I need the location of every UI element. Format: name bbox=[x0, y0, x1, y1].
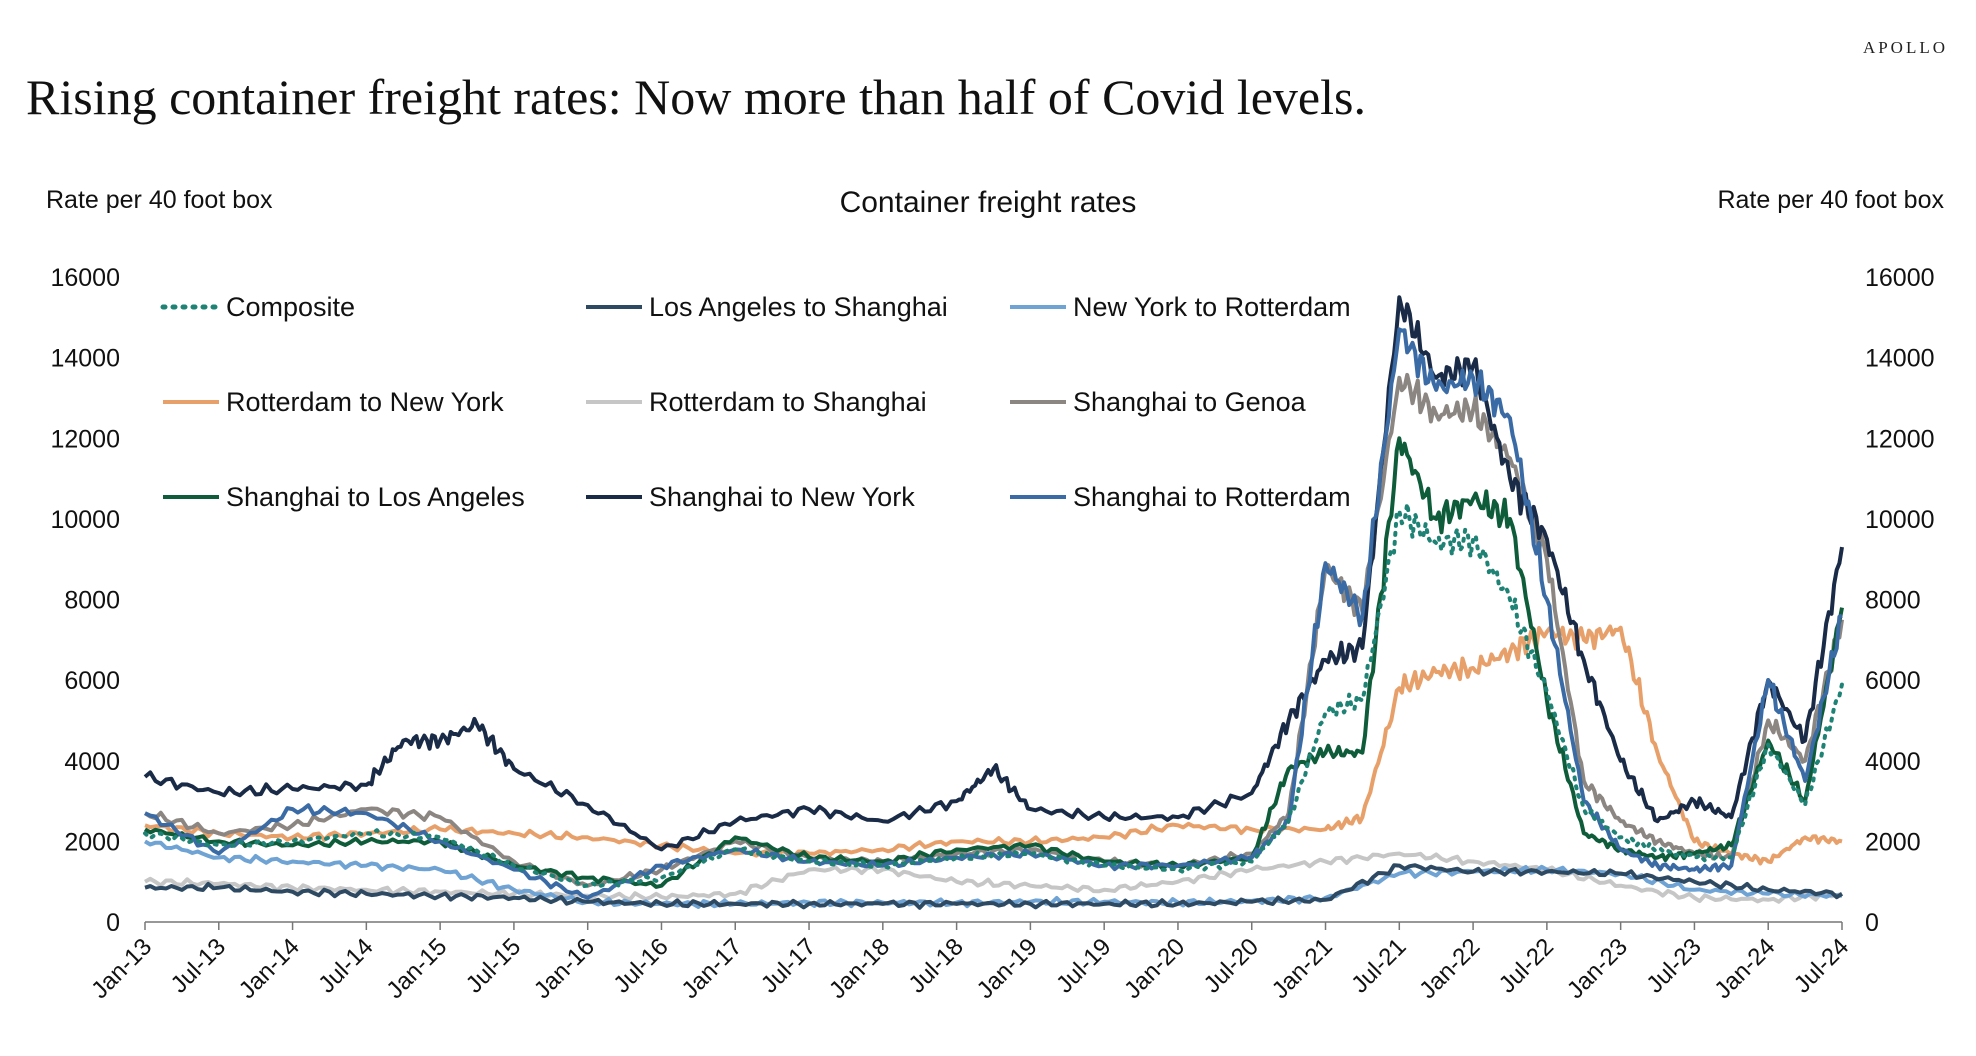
legend-label: Rotterdam to New York bbox=[226, 387, 504, 417]
series-line-shanghai-to-new-york bbox=[143, 295, 1844, 852]
x-tick-label: Jul-17 bbox=[756, 933, 821, 998]
page-title: Rising container freight rates: Now more… bbox=[26, 69, 1366, 125]
series-line-shanghai-to-genoa bbox=[143, 372, 1844, 888]
x-tick-label: Jul-16 bbox=[608, 933, 673, 998]
series-line-rotterdam-to-new-york bbox=[144, 624, 1843, 866]
legend: Composite Los Angeles to Shanghai New York… bbox=[160, 292, 1351, 512]
y-tick-label-right: 16000 bbox=[1865, 264, 1935, 292]
y-tick-label-right: 0 bbox=[1865, 909, 1879, 937]
y-tick-label-right: 6000 bbox=[1865, 667, 1921, 695]
x-tick-label: Jan-20 bbox=[1119, 933, 1190, 1004]
series-line-shanghai-to-los-angeles bbox=[143, 436, 1844, 889]
series-line-composite bbox=[143, 501, 1844, 889]
right-y-axis: 0 2000 4000 6000 8000 10000 12000 14000 16000 bbox=[1865, 264, 1935, 937]
left-y-axis: 0 2000 4000 6000 8000 10000 12000 14000 16000 bbox=[50, 264, 120, 937]
x-tick-label: Jan-13 bbox=[86, 933, 157, 1004]
y-tick-label-left: 0 bbox=[106, 909, 120, 937]
x-tick-label: Jul-24 bbox=[1789, 933, 1854, 998]
x-tick-label: Jan-19 bbox=[972, 933, 1043, 1004]
series-lines bbox=[143, 295, 1844, 910]
legend-label: New York to Rotterdam bbox=[1073, 292, 1351, 322]
x-tick-label: Jul-13 bbox=[166, 933, 231, 998]
brand-logo: APOLLO bbox=[1862, 38, 1948, 57]
legend-label: Shanghai to Genoa bbox=[1073, 387, 1307, 417]
x-axis: Jan-13 Jul-13 Jan-14 Jul-14 Jan-15 Jul-15 Jan-… bbox=[86, 922, 1854, 1004]
y-tick-label-right: 10000 bbox=[1865, 506, 1935, 534]
y-tick-label-right: 8000 bbox=[1865, 587, 1921, 615]
y-tick-label-right: 2000 bbox=[1865, 828, 1921, 856]
y-tick-label-right: 14000 bbox=[1865, 345, 1935, 373]
series-line-los-angeles-to-shanghai bbox=[144, 863, 1844, 910]
y-tick-label-left: 10000 bbox=[50, 506, 120, 534]
x-tick-label: Jan-15 bbox=[381, 933, 452, 1004]
x-tick-label: Jan-14 bbox=[234, 933, 305, 1004]
x-tick-label: Jan-23 bbox=[1562, 933, 1633, 1004]
x-tick-label: Jul-19 bbox=[1051, 933, 1116, 998]
x-tick-label: Jan-21 bbox=[1267, 933, 1338, 1004]
x-tick-label: Jul-18 bbox=[904, 933, 969, 998]
y-tick-label-left: 4000 bbox=[64, 748, 120, 776]
x-tick-label: Jul-14 bbox=[313, 933, 378, 998]
legend-label: Los Angeles to Shanghai bbox=[649, 292, 948, 322]
right-axis-label: Rate per 40 foot box bbox=[1717, 186, 1944, 214]
y-tick-label-left: 12000 bbox=[50, 425, 120, 453]
x-tick-label: Jan-18 bbox=[824, 933, 895, 1004]
x-tick-label: Jul-23 bbox=[1641, 933, 1706, 998]
legend-label: Composite bbox=[226, 292, 355, 322]
legend-label: Rotterdam to Shanghai bbox=[649, 387, 927, 417]
left-axis-label: Rate per 40 foot box bbox=[46, 186, 273, 214]
x-tick-label: Jan-17 bbox=[677, 933, 748, 1004]
y-tick-label-left: 8000 bbox=[64, 587, 120, 615]
x-tick-label: Jul-15 bbox=[461, 933, 526, 998]
y-tick-label-left: 16000 bbox=[50, 264, 120, 292]
chart-title: Container freight rates bbox=[840, 186, 1137, 219]
y-tick-label-right: 4000 bbox=[1865, 748, 1921, 776]
x-tick-label: Jul-20 bbox=[1199, 933, 1264, 998]
x-tick-label: Jan-22 bbox=[1414, 933, 1485, 1004]
legend-label: Shanghai to Rotterdam bbox=[1073, 482, 1351, 512]
x-tick-label: Jul-21 bbox=[1346, 933, 1411, 998]
y-tick-label-left: 6000 bbox=[64, 667, 120, 695]
legend-label: Shanghai to Los Angeles bbox=[226, 482, 525, 512]
x-tick-label: Jul-22 bbox=[1494, 933, 1559, 998]
y-tick-label-left: 2000 bbox=[64, 828, 120, 856]
legend-label: Shanghai to New York bbox=[649, 482, 915, 512]
x-tick-label: Jan-16 bbox=[529, 933, 600, 1004]
y-tick-label-left: 14000 bbox=[50, 345, 120, 373]
x-tick-label: Jan-24 bbox=[1709, 933, 1780, 1004]
y-tick-label-right: 12000 bbox=[1865, 425, 1935, 453]
